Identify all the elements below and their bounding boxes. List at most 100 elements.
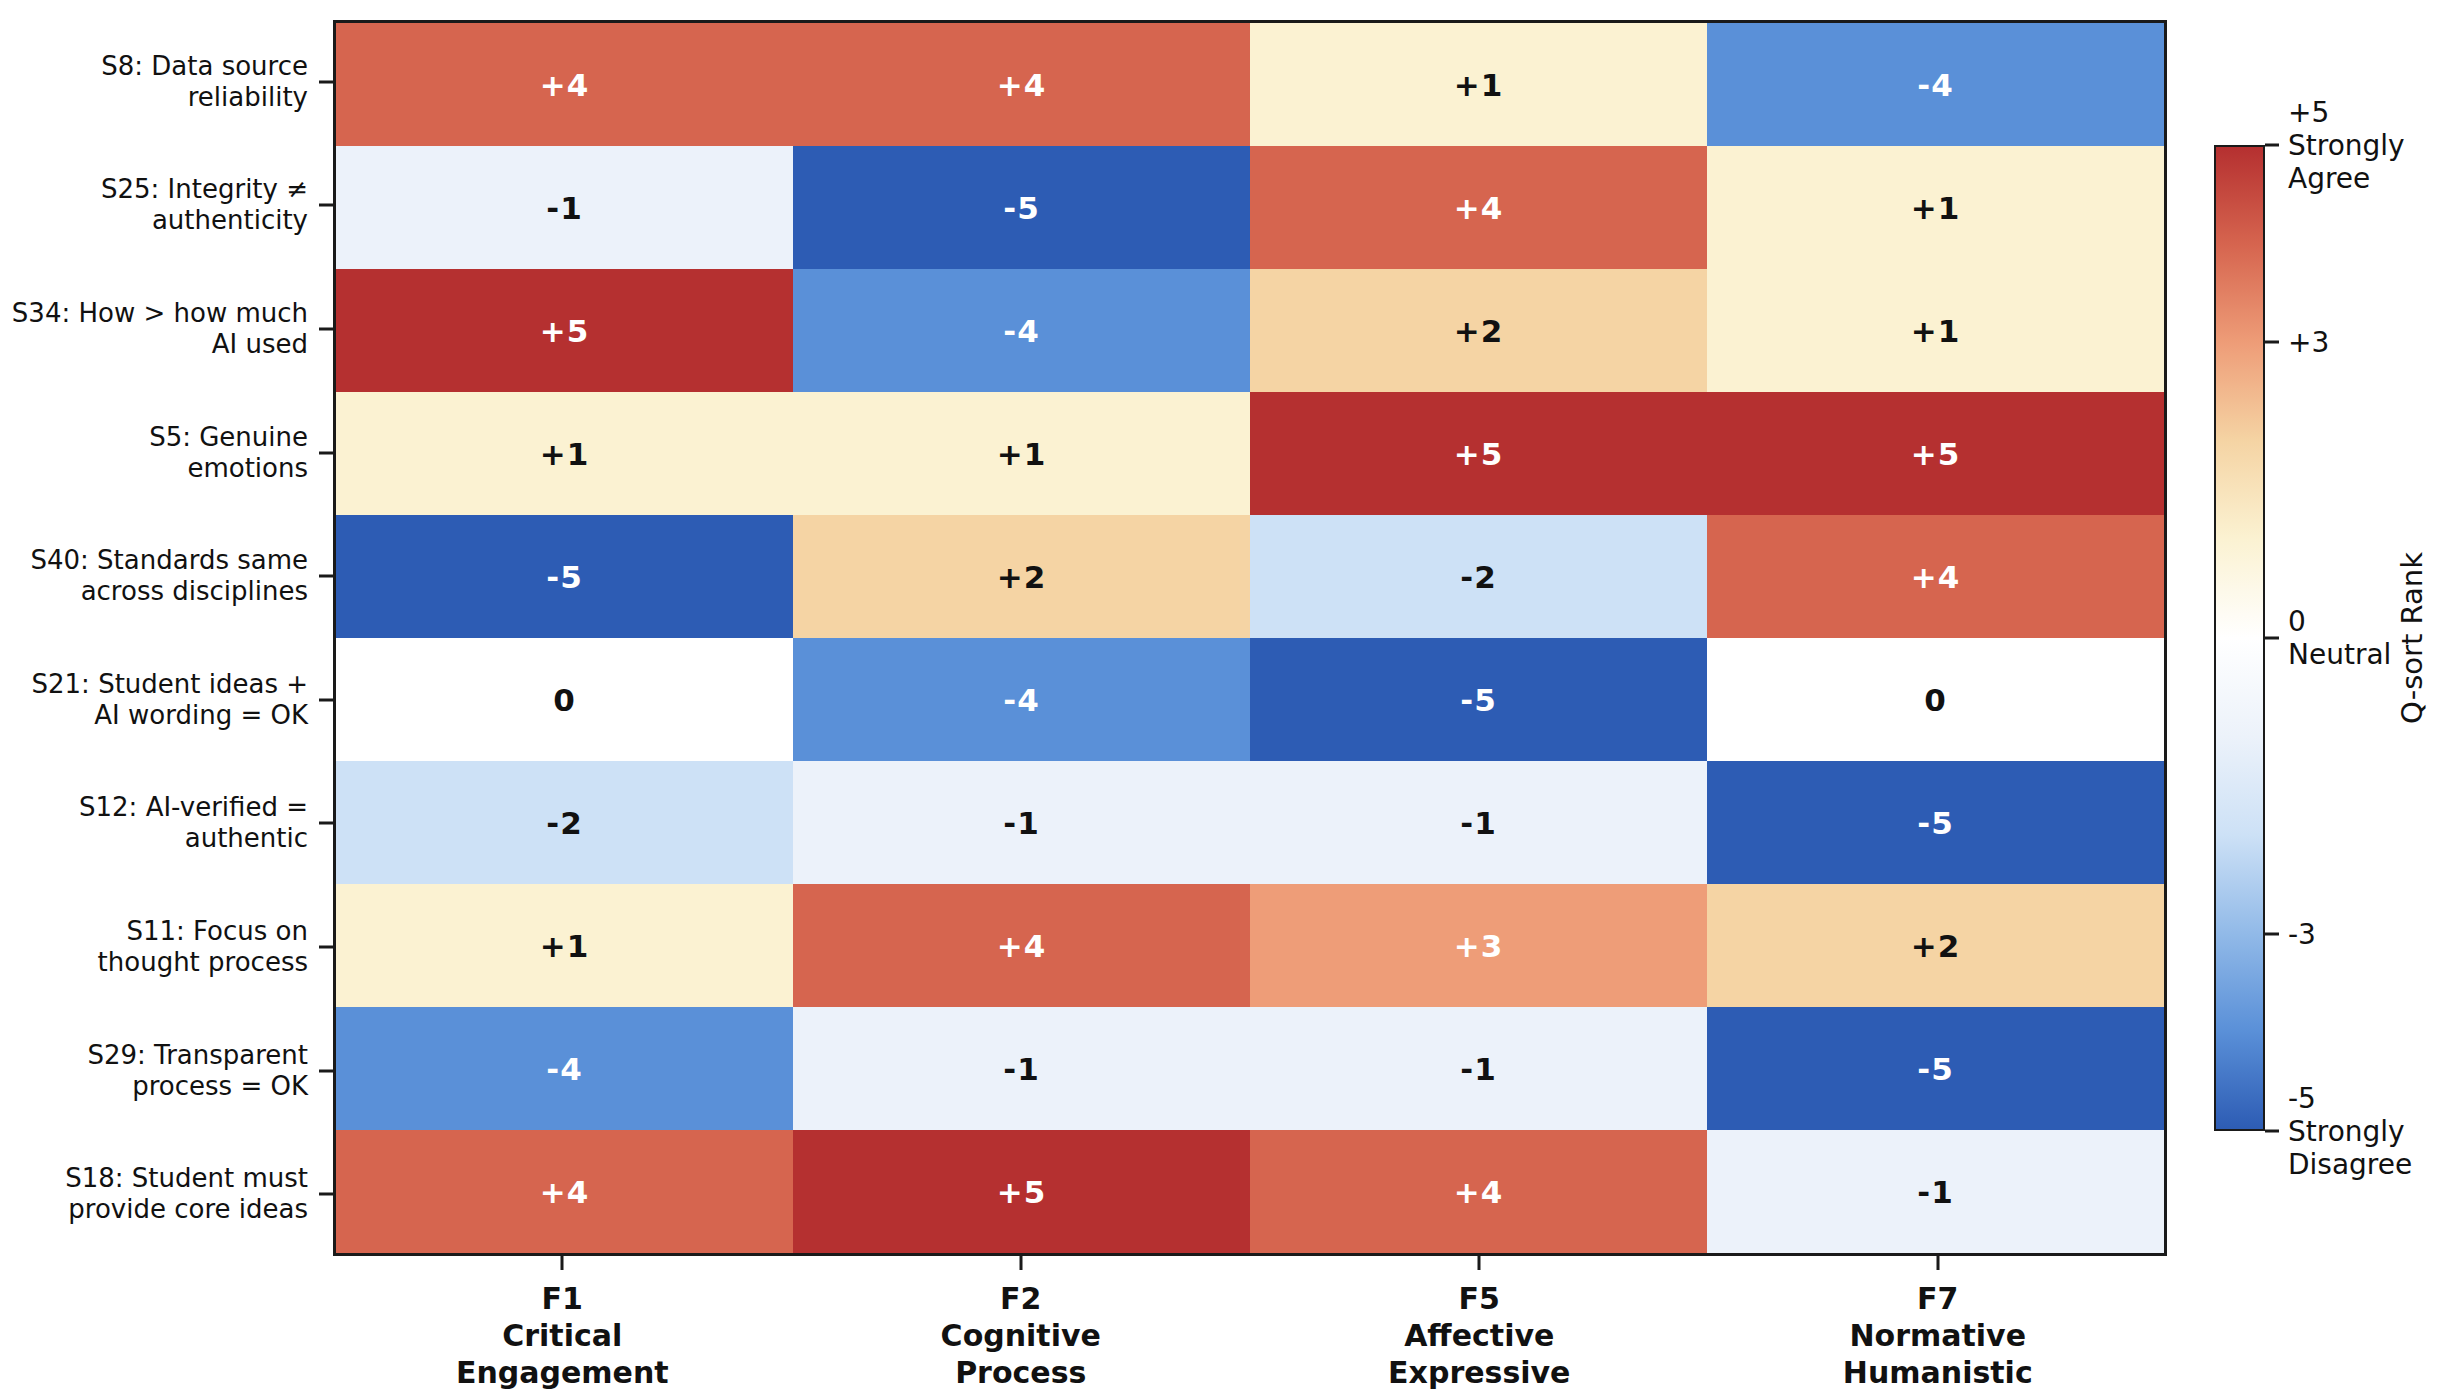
cell-value: +4 xyxy=(540,67,590,103)
heatmap-cell: -2 xyxy=(336,761,793,884)
heatmap-cell: -4 xyxy=(1707,23,2164,146)
cell-value: -1 xyxy=(1460,1051,1496,1087)
cell-value: +1 xyxy=(1911,313,1961,349)
heatmap-cell: +4 xyxy=(336,1130,793,1253)
cell-value: +2 xyxy=(997,559,1047,595)
row-label: S40: Standards same across disciplines xyxy=(0,545,308,607)
qsort-factor-heatmap: +4 +4 +1 -4 -1 -5 +4 +1 +5 -4 +2 +1 +1 +1 +5 +5 -5 +2 -2 +4… xyxy=(0,0,2440,1390)
x-axis-tick xyxy=(561,1256,564,1270)
cell-value: +4 xyxy=(1454,190,1504,226)
row-label: S18: Student must provide core ideas xyxy=(0,1163,308,1225)
cell-value: +4 xyxy=(997,67,1047,103)
heatmap-cell: -1 xyxy=(336,146,793,269)
heatmap-cell: +4 xyxy=(336,23,793,146)
heatmap-cell: -1 xyxy=(793,761,1250,884)
heatmap-cell: -1 xyxy=(793,1007,1250,1130)
cell-value: 0 xyxy=(1924,682,1947,718)
cell-value: +4 xyxy=(540,1174,590,1210)
cell-value: +4 xyxy=(997,928,1047,964)
row-label: S8: Data source reliability xyxy=(0,51,308,113)
heatmap-cell: +4 xyxy=(1250,146,1707,269)
cell-value: +3 xyxy=(1454,928,1504,964)
y-axis-tick xyxy=(319,698,333,701)
heatmap-cell: -5 xyxy=(1707,761,2164,884)
heatmap-cell: +5 xyxy=(1250,392,1707,515)
heatmap-cell: +3 xyxy=(1250,884,1707,1007)
x-axis-tick xyxy=(1936,1256,1939,1270)
heatmap-cell: -1 xyxy=(1250,1007,1707,1130)
y-axis-tick xyxy=(319,946,333,949)
cell-value: +2 xyxy=(1454,313,1504,349)
cell-value: -5 xyxy=(546,559,582,595)
cell-value: -1 xyxy=(1003,1051,1039,1087)
y-axis-tick xyxy=(319,80,333,83)
cell-value: -4 xyxy=(546,1051,582,1087)
heatmap-cell: +1 xyxy=(1250,23,1707,146)
x-axis-tick xyxy=(1478,1256,1481,1270)
heatmap-cell: -4 xyxy=(793,638,1250,761)
row-label: S34: How > how much AI used xyxy=(0,298,308,360)
heatmap-cell: +4 xyxy=(793,884,1250,1007)
cell-value: +1 xyxy=(1454,67,1504,103)
cell-value: +5 xyxy=(1454,436,1504,472)
cell-value: -1 xyxy=(1460,805,1496,841)
heatmap-cell: -5 xyxy=(1707,1007,2164,1130)
cell-value: +1 xyxy=(1911,190,1961,226)
heatmap-cell: +4 xyxy=(1250,1130,1707,1253)
cell-value: -1 xyxy=(1003,805,1039,841)
cell-value: +4 xyxy=(1454,1174,1504,1210)
cell-value: -2 xyxy=(1460,559,1496,595)
heatmap-cell: +5 xyxy=(793,1130,1250,1253)
colorbar-tick-label: -3 xyxy=(2288,917,2316,950)
heatmap-cell: -5 xyxy=(1250,638,1707,761)
heatmap-cell: +2 xyxy=(1707,884,2164,1007)
colorbar-axis-label: Q-sort Rank xyxy=(2395,552,2429,724)
heatmap-cell: +5 xyxy=(1707,392,2164,515)
cell-value: 0 xyxy=(553,682,576,718)
colorbar xyxy=(2214,145,2265,1131)
y-axis-tick xyxy=(319,1193,333,1196)
y-axis-tick xyxy=(319,575,333,578)
heatmap-cell: 0 xyxy=(336,638,793,761)
cell-value: -1 xyxy=(1917,1174,1953,1210)
heatmap-cell: -4 xyxy=(793,269,1250,392)
column-label: F1 Critical Engagement xyxy=(456,1280,669,1390)
cell-value: +5 xyxy=(1911,436,1961,472)
heatmap-cell: +1 xyxy=(793,392,1250,515)
row-label: S11: Focus on thought process xyxy=(0,916,308,978)
colorbar-tick xyxy=(2265,932,2279,935)
cell-value: -5 xyxy=(1917,1051,1953,1087)
heatmap-cell: -5 xyxy=(336,515,793,638)
heatmap-cell: +4 xyxy=(1707,515,2164,638)
cell-value: +1 xyxy=(997,436,1047,472)
cell-value: -5 xyxy=(1003,190,1039,226)
row-label: S25: Integrity ≠ authenticity xyxy=(0,174,308,236)
x-axis-tick xyxy=(1019,1256,1022,1270)
heatmap-grid: +4 +4 +1 -4 -1 -5 +4 +1 +5 -4 +2 +1 +1 +1 +5 +5 -5 +2 -2 +4… xyxy=(333,20,2167,1256)
colorbar-tick xyxy=(2265,341,2279,344)
cell-value: +2 xyxy=(1911,928,1961,964)
heatmap-cell: +2 xyxy=(1250,269,1707,392)
column-label: F5 Affective Expressive xyxy=(1388,1280,1570,1390)
y-axis-tick xyxy=(319,1069,333,1072)
y-axis-tick xyxy=(319,451,333,454)
column-label: F2 Cognitive Process xyxy=(941,1280,1101,1390)
cell-value: -4 xyxy=(1917,67,1953,103)
y-axis-tick xyxy=(319,328,333,331)
cell-value: -4 xyxy=(1003,313,1039,349)
column-label: F7 Normative Humanistic xyxy=(1843,1280,2033,1390)
heatmap-cell: +1 xyxy=(1707,269,2164,392)
cell-value: +5 xyxy=(540,313,590,349)
heatmap-cell: -1 xyxy=(1707,1130,2164,1253)
cell-value: +4 xyxy=(1911,559,1961,595)
colorbar-tick-label: -5 Strongly Disagree xyxy=(2288,1082,2412,1181)
cell-value: +1 xyxy=(540,928,590,964)
heatmap-cell: +2 xyxy=(793,515,1250,638)
heatmap-cell: +1 xyxy=(336,884,793,1007)
colorbar-tick-label: +5 Strongly Agree xyxy=(2288,96,2405,195)
cell-value: -2 xyxy=(546,805,582,841)
heatmap-cell: -2 xyxy=(1250,515,1707,638)
cell-value: -4 xyxy=(1003,682,1039,718)
colorbar-tick-label: +3 xyxy=(2288,326,2329,359)
row-label: S12: AI-verified = authentic xyxy=(0,792,308,854)
